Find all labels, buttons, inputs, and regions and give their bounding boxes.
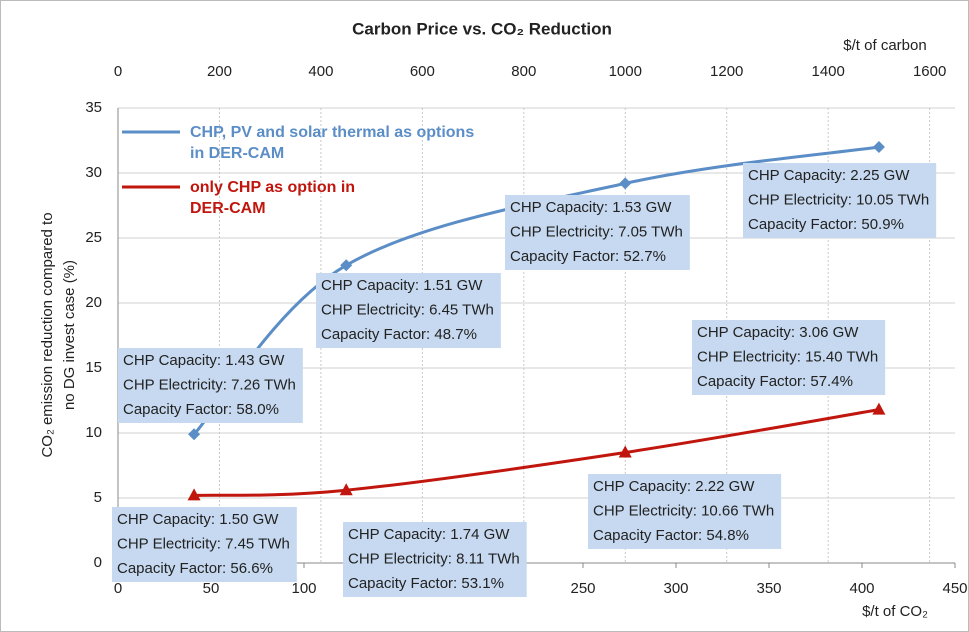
x2-tick-label: 1000 <box>609 63 642 80</box>
chart-title: Carbon Price vs. CO₂ Reduction <box>352 19 612 38</box>
series-line <box>194 408 880 497</box>
x-axis-label: $/t of CO₂ <box>862 603 928 620</box>
annotation-box <box>112 507 297 582</box>
annotation: CHP Capacity: 1.53 GW CHP Electricity: 7.… <box>505 195 690 270</box>
annotation-text: CHP Capacity: 2.22 GW <box>593 478 755 495</box>
annotation-text: CHP Electricity: 7.05 TWh <box>510 223 683 240</box>
y-tick-label: 25 <box>85 229 102 246</box>
legend-label: CHP, PV and solar thermal as options in … <box>190 124 475 162</box>
annotation-text: CHP Electricity: 10.05 TWh <box>748 191 929 208</box>
x-tick-label: 0 <box>114 580 122 597</box>
data-point <box>618 445 632 458</box>
data-point <box>187 488 201 501</box>
annotation-text: CHP Capacity: 1.74 GW <box>348 526 510 543</box>
data-point <box>619 177 632 190</box>
annotation-box <box>343 522 527 597</box>
annotation-box <box>505 195 690 270</box>
annotation-text: Capacity Factor: 53.1% <box>348 575 504 592</box>
annotation-text: CHP Capacity: 2.25 GW <box>748 167 910 184</box>
y-tick-label: 35 <box>85 99 102 116</box>
annotation-box <box>118 348 303 423</box>
annotation-text: CHP Capacity: 3.06 GW <box>697 324 859 341</box>
x-tick-label: 300 <box>663 580 688 597</box>
annotation-text: CHP Electricity: 6.45 TWh <box>321 301 494 318</box>
y-tick-label: 10 <box>85 424 102 441</box>
annotation: CHP Capacity: 1.50 GW CHP Electricity: 7.… <box>112 507 297 582</box>
annotation: CHP Capacity: 1.43 GW CHP Electricity: 7.… <box>118 348 303 423</box>
annotation: CHP Capacity: 1.51 GW CHP Electricity: 6.… <box>316 273 501 348</box>
annotation-text: CHP Electricity: 15.40 TWh <box>697 348 878 365</box>
y-tick-label: 30 <box>85 164 102 181</box>
x-tick-label: 250 <box>570 580 595 597</box>
annotation-text: Capacity Factor: 52.7% <box>510 248 666 265</box>
y-tick-label: 5 <box>94 489 102 506</box>
annotation-text: CHP Capacity: 1.43 GW <box>123 352 285 369</box>
annotation-box <box>692 320 886 395</box>
annotation-text: CHP Capacity: 1.53 GW <box>510 199 672 216</box>
annotation-box <box>588 474 782 549</box>
annotation-text: CHP Electricity: 10.66 TWh <box>593 502 774 519</box>
annotation-text: Capacity Factor: 57.4% <box>697 373 853 390</box>
annotation-text: CHP Electricity: 8.11 TWh <box>348 550 520 567</box>
data-point <box>339 483 353 496</box>
annotation: CHP Capacity: 2.25 GW CHP Electricity: 10… <box>743 163 937 238</box>
y-tick-label: 20 <box>85 294 102 311</box>
annotation-text: Capacity Factor: 48.7% <box>321 326 477 343</box>
annotation-text: CHP Electricity: 7.26 TWh <box>123 376 296 393</box>
x-tick-label: 400 <box>849 580 874 597</box>
annotation-text: CHP Capacity: 1.51 GW <box>321 277 483 294</box>
x-tick-label: 350 <box>756 580 781 597</box>
data-point <box>188 428 201 441</box>
annotation-text: Capacity Factor: 54.8% <box>593 527 749 544</box>
annotation-text: Capacity Factor: 50.9% <box>748 216 904 233</box>
y-axis-label: no DG invest case (%) <box>61 260 78 410</box>
data-point <box>340 259 353 272</box>
x2-tick-label: 1600 <box>913 63 946 80</box>
annotation-text: Capacity Factor: 58.0% <box>123 401 279 418</box>
x2-tick-label: 600 <box>410 63 435 80</box>
y-tick-label: 15 <box>85 359 102 376</box>
annotation: CHP Capacity: 2.22 GW CHP Electricity: 10… <box>588 474 782 549</box>
x-tick-label: 100 <box>291 580 316 597</box>
annotation: CHP Capacity: 3.06 GW CHP Electricity: 15… <box>692 320 886 395</box>
data-point <box>872 141 885 153</box>
annotation: CHP Capacity: 1.74 GW CHP Electricity: 8.… <box>343 522 527 597</box>
legend-label: only CHP as option in DER-CAM <box>190 179 356 217</box>
annotation-text: CHP Capacity: 1.50 GW <box>117 511 279 528</box>
annotation-text: CHP Electricity: 7.45 TWh <box>117 535 290 552</box>
annotation-box <box>316 273 501 348</box>
annotation-box <box>743 163 937 238</box>
x2-tick-label: 1400 <box>811 63 844 80</box>
x2-tick-label: 0 <box>114 63 122 80</box>
x-tick-label: 450 <box>942 580 967 597</box>
x2-tick-label: 400 <box>308 63 333 80</box>
annotation-text: Capacity Factor: 56.6% <box>117 560 273 577</box>
data-point <box>872 402 886 415</box>
x2-tick-label: 800 <box>511 63 536 80</box>
x2-tick-label: 1200 <box>710 63 743 80</box>
y-tick-label: 0 <box>94 554 102 571</box>
x2-tick-label: 200 <box>207 63 232 80</box>
x2-axis-label: $/t of carbon <box>843 37 926 54</box>
y-axis-label: CO₂ emission reduction compared to <box>39 212 56 457</box>
x-tick-label: 50 <box>203 580 220 597</box>
